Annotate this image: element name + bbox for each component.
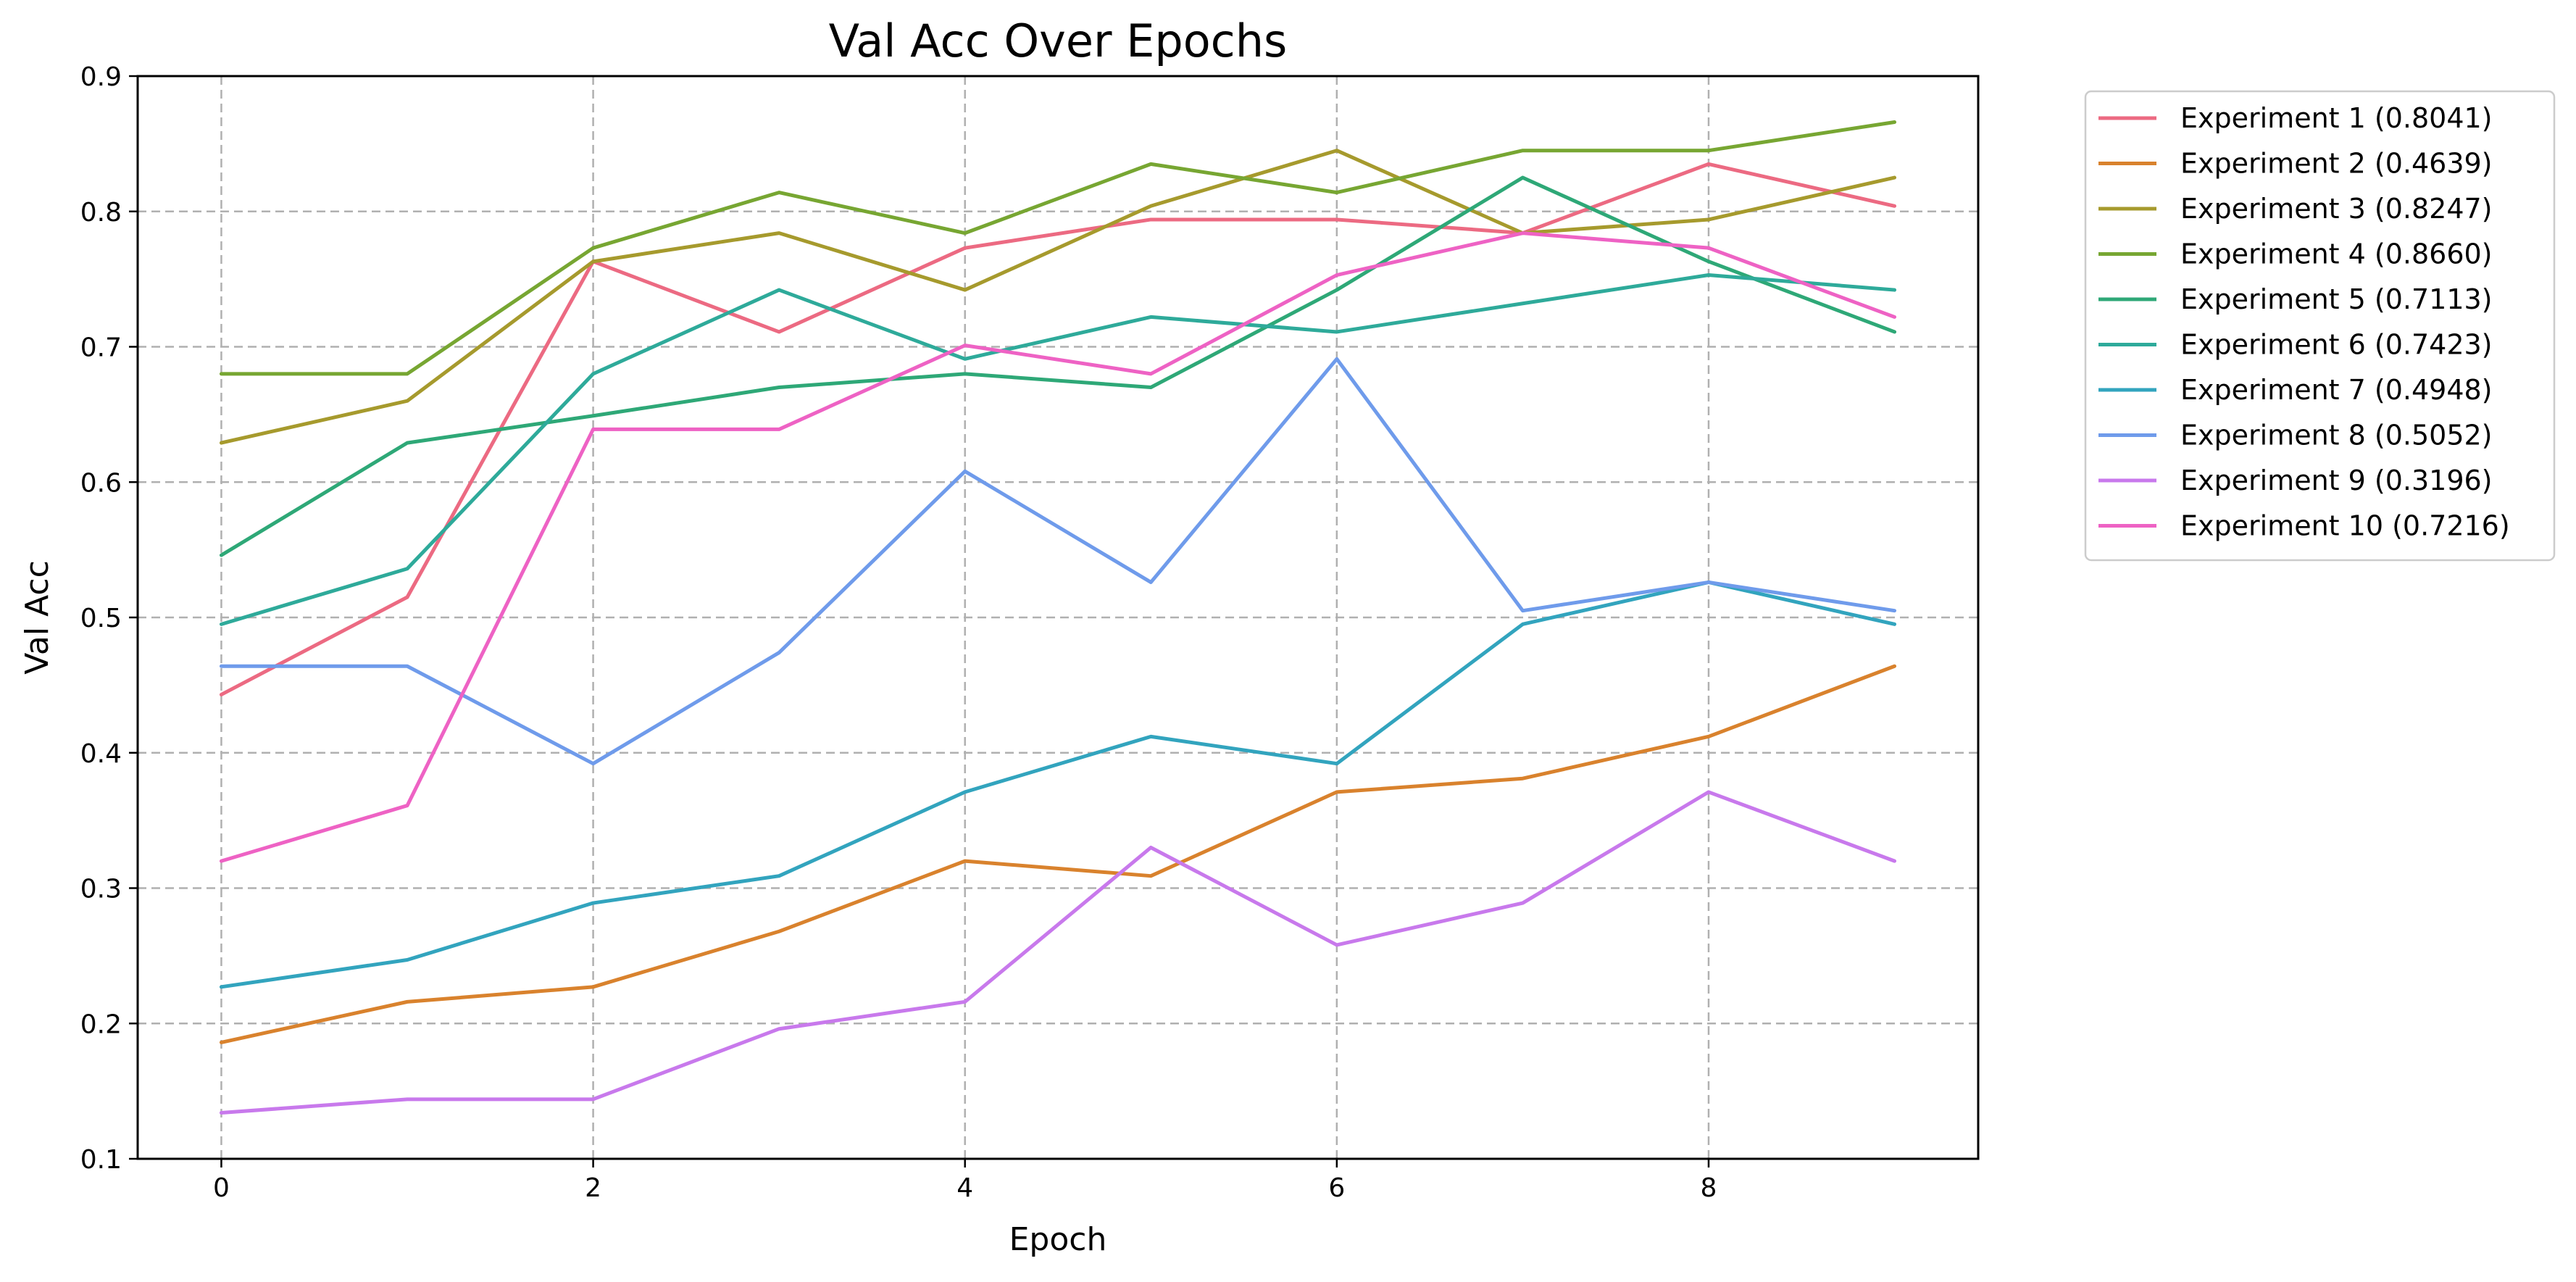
- legend-label: Experiment 8 (0.5052): [2180, 420, 2493, 451]
- legend-label: Experiment 7 (0.4948): [2180, 374, 2493, 406]
- x-tick-label: 2: [585, 1173, 601, 1203]
- x-tick-label: 4: [956, 1173, 973, 1203]
- y-tick-label: 0.4: [80, 739, 122, 769]
- y-tick-label: 0.1: [80, 1145, 122, 1175]
- axis-ticks: 0 2 4 6 8 0.1 0.2 0.3 0.4 0.5 0.6 0.7 0.8 0.9: [80, 62, 1717, 1203]
- series-line-experiment-10: [219, 231, 1897, 863]
- legend-box: [2084, 90, 2556, 562]
- legend: Experiment 1 (0.8041) Experiment 2 (0.463…: [2084, 90, 2556, 562]
- x-tick-label: 6: [1328, 1173, 1345, 1203]
- legend-label: Experiment 5 (0.7113): [2180, 283, 2493, 315]
- legend-label: Experiment 6 (0.7423): [2180, 329, 2493, 361]
- series-lines: [219, 120, 1897, 1115]
- legend-label: Experiment 2 (0.4639): [2180, 148, 2493, 180]
- series-line-experiment-6: [219, 273, 1897, 626]
- y-tick-label: 0.8: [80, 198, 122, 228]
- legend-label: Experiment 9 (0.3196): [2180, 465, 2493, 496]
- chart-title: Val Acc Over Epochs: [829, 14, 1288, 67]
- y-tick-label: 0.3: [80, 875, 122, 904]
- series-line-experiment-3: [219, 149, 1897, 445]
- y-tick-label: 0.2: [80, 1010, 122, 1039]
- y-axis-label: Val Acc: [19, 560, 56, 675]
- legend-label: Experiment 10 (0.7216): [2180, 510, 2510, 542]
- y-tick-label: 0.9: [80, 62, 122, 92]
- legend-label: Experiment 1 (0.8041): [2180, 102, 2493, 134]
- y-tick-label: 0.5: [80, 604, 122, 633]
- y-tick-label: 0.7: [80, 333, 122, 363]
- x-tick-label: 8: [1701, 1173, 1717, 1203]
- series-line-experiment-9: [219, 790, 1897, 1115]
- grid: [138, 75, 1978, 1160]
- series-line-experiment-5: [219, 175, 1897, 557]
- y-tick-label: 0.6: [80, 468, 122, 498]
- series-line-experiment-2: [219, 664, 1897, 1044]
- legend-label: Experiment 4 (0.8660): [2180, 238, 2493, 270]
- series-line-experiment-4: [219, 120, 1897, 376]
- x-tick-label: 0: [213, 1173, 230, 1203]
- series-line-experiment-8: [219, 357, 1897, 766]
- series-line-experiment-7: [219, 580, 1897, 989]
- legend-label: Experiment 3 (0.8247): [2180, 193, 2493, 225]
- x-axis-label: Epoch: [1009, 1221, 1107, 1258]
